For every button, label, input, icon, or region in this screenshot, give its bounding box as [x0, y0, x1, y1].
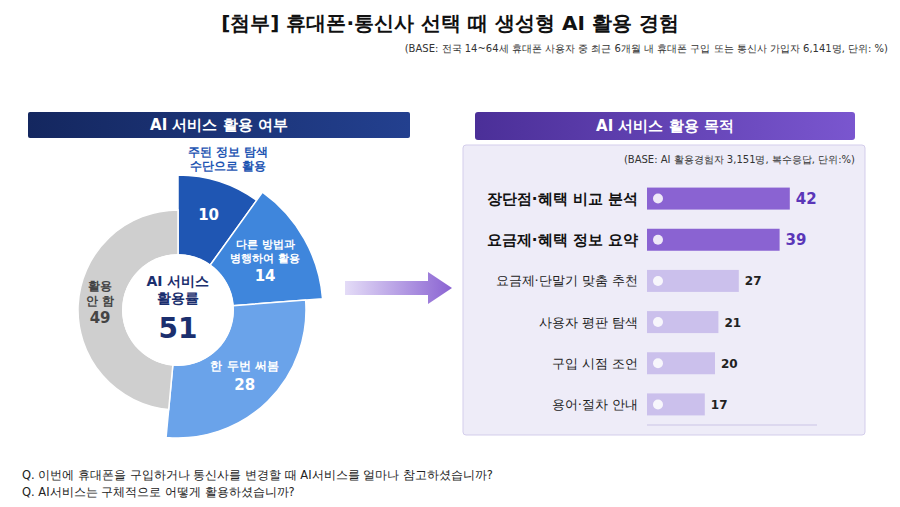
data-label: 20 [721, 357, 738, 371]
bar [647, 393, 705, 415]
bar [647, 188, 790, 210]
category-label: 장단점·혜택 비교 분석 [487, 190, 638, 208]
slice-label: 다른 방법과 [236, 238, 295, 251]
center-label: AI 서비스 [147, 273, 210, 289]
data-label: 39 [786, 231, 807, 249]
slice-value: 49 [90, 309, 111, 327]
slice-label: 안 함 [86, 294, 114, 308]
footnote: Q. AI서비스는 구체적으로 어떻게 활용하셨습니까? [22, 485, 295, 499]
page-title: [첨부] 휴대폰·통신사 선택 때 생성형 AI 활용 경험 [221, 11, 679, 35]
bar-icon [653, 276, 663, 286]
panel-header [28, 112, 410, 138]
panel-title: AI 서비스 활용 여부 [150, 116, 288, 134]
slice-label: 병행하여 활용 [230, 252, 300, 265]
panel-box [463, 145, 865, 435]
page-subtitle: (BASE: 전국 14~64세 휴대폰 사용자 중 최근 6개월 내 휴대폰 … [405, 43, 888, 54]
data-label: 21 [724, 316, 741, 330]
donut-center [122, 254, 234, 366]
page: [첨부] 휴대폰·통신사 선택 때 생성형 AI 활용 경험 (BASE: 전국 … [0, 0, 900, 507]
donut-chart: AI 서비스 활용 여부 AI 서비스활용률 51 주된 정보 탐색수단으로 활용 10… [28, 112, 410, 438]
slice-label: 수단으로 활용 [190, 159, 266, 173]
value-axis [647, 425, 817, 426]
bar [647, 229, 780, 251]
slice-label: 한 두번 써봄 [210, 359, 278, 373]
slice-value: 14 [255, 267, 276, 285]
panel-title: AI 서비스 활용 목적 [596, 117, 734, 135]
bar-icon [653, 317, 663, 327]
bar-icon [653, 358, 663, 368]
category-label: 요금제·혜택 정보 요약 [487, 231, 638, 249]
category-label: 요금제·단말기 맞춤 추천 [496, 273, 638, 288]
bar [647, 311, 718, 333]
footnote: Q. 이번에 휴대폰을 구입하거나 통신사를 변경할 때 AI서비스를 얼마나 … [22, 468, 493, 482]
bar-icon [653, 194, 663, 204]
data-label: 42 [796, 190, 817, 208]
data-label: 27 [745, 274, 762, 288]
panel-header [475, 112, 855, 140]
bar-icon [653, 399, 663, 409]
bar [647, 352, 715, 374]
bar [647, 270, 739, 292]
category-label: 구입 시점 조언 [552, 356, 638, 371]
center-label: 활용률 [157, 290, 199, 306]
category-label: 사용자 평판 탐색 [539, 315, 638, 330]
slice-value: 28 [234, 376, 255, 394]
center-value: 51 [159, 312, 198, 345]
panel-subtitle: (BASE: AI 활용경험자 3,151명, 복수응답, 단위:%) [624, 154, 855, 165]
slice-value: 10 [198, 206, 219, 224]
category-label: 용어·절차 안내 [552, 397, 638, 412]
bar-chart: AI 서비스 활용 목적 (BASE: AI 활용경험자 3,151명, 복수응답… [463, 112, 865, 435]
slice-label: 활용 [88, 279, 112, 293]
data-label: 17 [711, 398, 728, 412]
slice-label: 주된 정보 탐색 [188, 145, 268, 159]
arrow [345, 272, 452, 304]
bar-icon [653, 235, 663, 245]
bar-marks [647, 188, 790, 416]
